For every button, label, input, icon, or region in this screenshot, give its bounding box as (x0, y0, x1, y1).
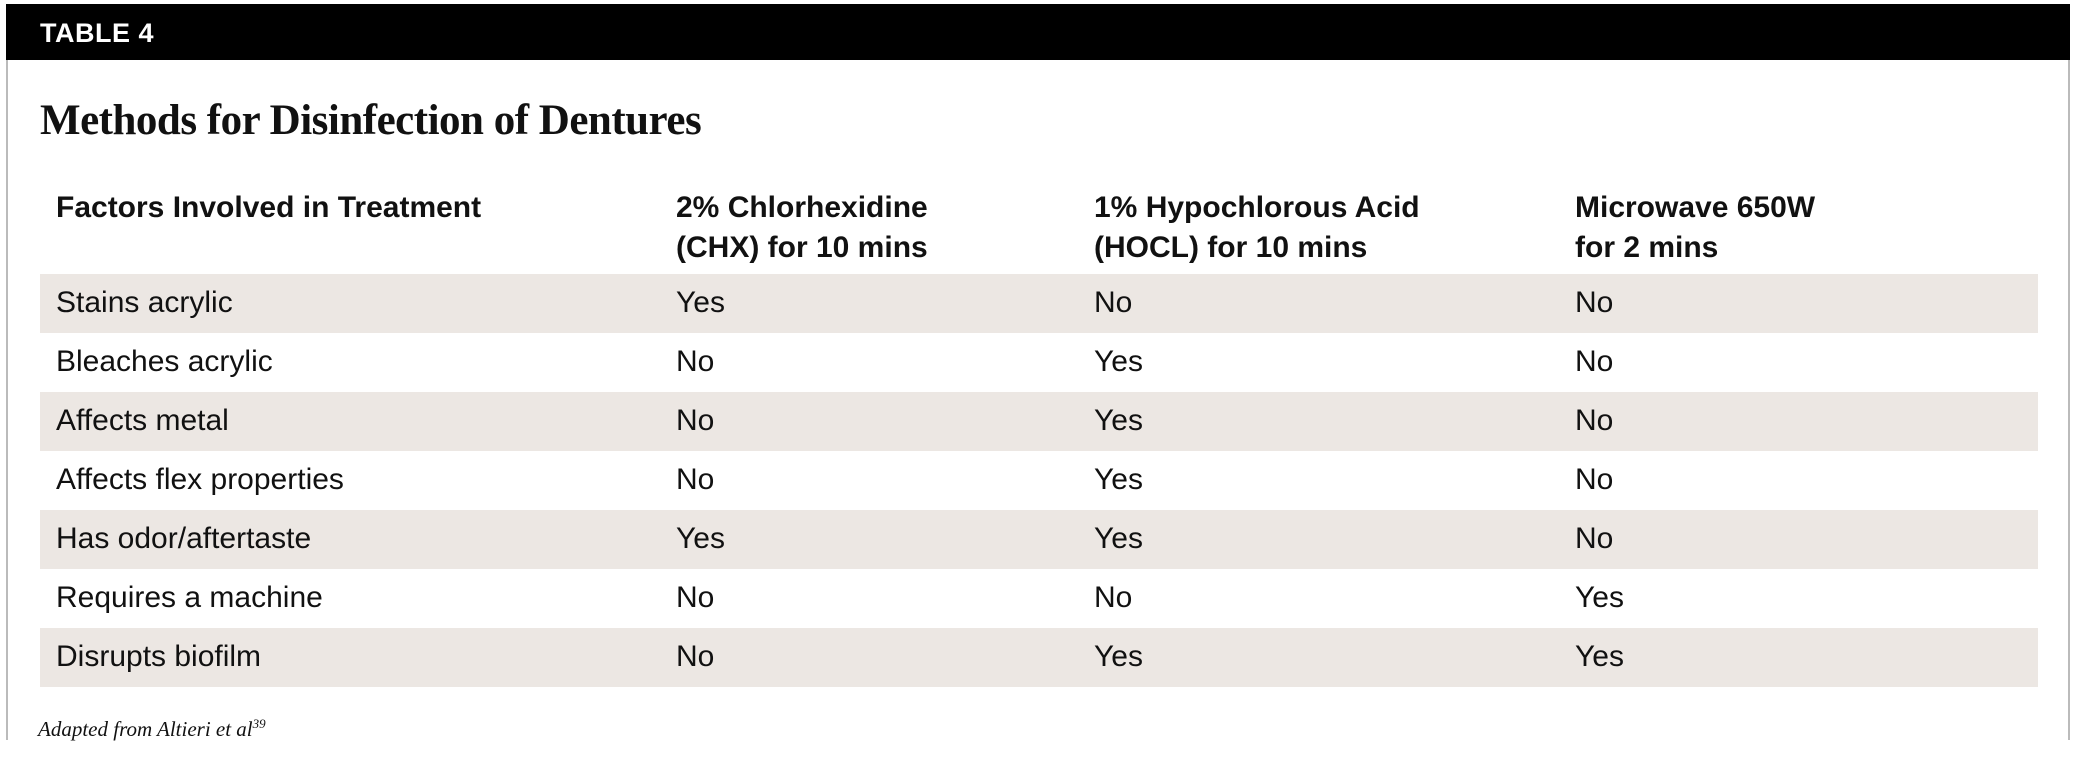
table-cell: Yes (1094, 522, 1143, 555)
column-header-line: (CHX) for 10 mins (676, 231, 928, 264)
table-row: Affects flex properties No Yes No (40, 451, 2038, 510)
table-cell: No (676, 640, 715, 673)
table-body: Stains acrylic Yes No No Bleaches acrylic No Y… (40, 274, 2038, 687)
column-header: Factors Involved in Treatment (56, 188, 481, 228)
table-cell: No (1575, 463, 1614, 496)
table-row: Requires a machine No No Yes (40, 569, 2038, 628)
table-cell: No (676, 463, 715, 496)
column-header-line: 2% Chlorhexidine (676, 191, 928, 224)
column-header: Microwave 650W for 2 mins (1575, 188, 1815, 268)
table-label-bar: TABLE 4 (6, 4, 2070, 60)
table-cell: Bleaches acrylic (56, 345, 273, 378)
table-row: Disrupts biofilm No Yes Yes (40, 628, 2038, 687)
table-row: Bleaches acrylic No Yes No (40, 333, 2038, 392)
column-header: 1% Hypochlorous Acid (HOCL) for 10 mins (1094, 188, 1420, 268)
table-row: Has odor/aftertaste Yes Yes No (40, 510, 2038, 569)
table-cell: No (676, 581, 715, 614)
table-cell: No (676, 345, 715, 378)
table-cell: No (676, 404, 715, 437)
table-cell: Yes (676, 522, 725, 555)
table-cell: Stains acrylic (56, 286, 233, 319)
table-row: Stains acrylic Yes No No (40, 274, 2038, 333)
column-header-line: 1% Hypochlorous Acid (1094, 191, 1420, 224)
table-cell: No (1575, 286, 1614, 319)
table-cell: Has odor/aftertaste (56, 522, 312, 555)
footnote: Adapted from Altieri et al39 (38, 716, 266, 742)
table-cell: Yes (1094, 345, 1143, 378)
table-title: Methods for Disinfection of Dentures (40, 97, 702, 144)
table-cell: No (1094, 581, 1133, 614)
footnote-ref: 39 (252, 716, 266, 731)
table-cell: No (1094, 286, 1133, 319)
table-cell: Affects flex properties (56, 463, 344, 496)
table-cell: Affects metal (56, 404, 229, 437)
column-header-line: for 2 mins (1575, 231, 1719, 264)
footnote-text: Adapted from Altieri et al (38, 717, 253, 741)
table-cell: Yes (1094, 640, 1143, 673)
table-row: Affects metal No Yes No (40, 392, 2038, 451)
table-cell: Disrupts biofilm (56, 640, 262, 673)
table-cell: Yes (1094, 463, 1143, 496)
column-header: 2% Chlorhexidine (CHX) for 10 mins (676, 188, 928, 268)
table-cell: No (1575, 345, 1614, 378)
column-header-line: Factors Involved in Treatment (56, 191, 482, 224)
table-cell: Yes (1094, 404, 1143, 437)
table-cell: Yes (676, 286, 725, 319)
column-header-line: (HOCL) for 10 mins (1094, 231, 1368, 264)
table-cell: No (1575, 404, 1614, 437)
table-cell: No (1575, 522, 1614, 555)
table-cell: Yes (1575, 640, 1624, 673)
table-cell: Requires a machine (56, 581, 323, 614)
column-header-line: Microwave 650W (1575, 191, 1816, 224)
table-label: TABLE 4 (40, 18, 155, 48)
table-frame (6, 4, 2070, 740)
table-cell: Yes (1575, 581, 1624, 614)
